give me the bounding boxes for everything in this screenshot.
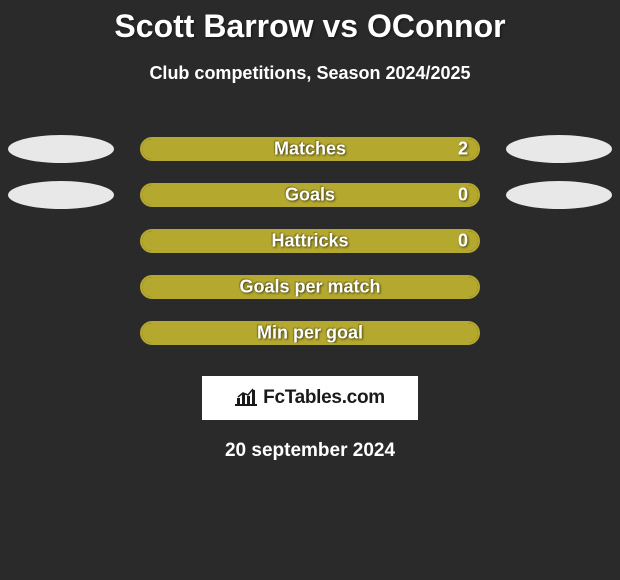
stat-row: Min per goal [0, 310, 620, 356]
subtitle: Club competitions, Season 2024/2025 [0, 63, 620, 84]
player1-ellipse [8, 135, 114, 163]
bar-left-fill [142, 323, 310, 343]
date-text: 20 september 2024 [0, 440, 620, 462]
player2-ellipse [506, 135, 612, 163]
stat-bar: Goals per match [140, 275, 480, 299]
stat-row: Goals per match [0, 264, 620, 310]
stat-value-right: 0 [458, 185, 468, 206]
chart-icon [235, 386, 257, 411]
stats-list: 2Matches 0Goals 0Hattricks Goals per match M… [0, 126, 620, 356]
bar-left-fill [142, 277, 310, 297]
stat-row: 2Matches [0, 126, 620, 172]
bar-right-fill [310, 277, 478, 297]
stat-bar: 0Hattricks [140, 229, 480, 253]
stat-row: 0Hattricks [0, 218, 620, 264]
stat-bar: 0Goals [140, 183, 480, 207]
stat-bar: 2Matches [140, 137, 480, 161]
comparison-infographic: Scott Barrow vs OConnor Club competition… [0, 0, 620, 580]
brand-logo: FcTables.com [202, 376, 418, 420]
bar-right-fill [310, 323, 478, 343]
page-title: Scott Barrow vs OConnor [0, 0, 620, 45]
bar-right-fill [142, 231, 478, 251]
stat-bar: Min per goal [140, 321, 480, 345]
stat-value-right: 0 [458, 231, 468, 252]
bar-right-fill [142, 139, 478, 159]
bar-right-fill [142, 185, 478, 205]
player2-ellipse [506, 181, 612, 209]
stat-row: 0Goals [0, 172, 620, 218]
brand-text: FcTables.com [263, 387, 385, 409]
player1-ellipse [8, 181, 114, 209]
stat-value-right: 2 [458, 139, 468, 160]
